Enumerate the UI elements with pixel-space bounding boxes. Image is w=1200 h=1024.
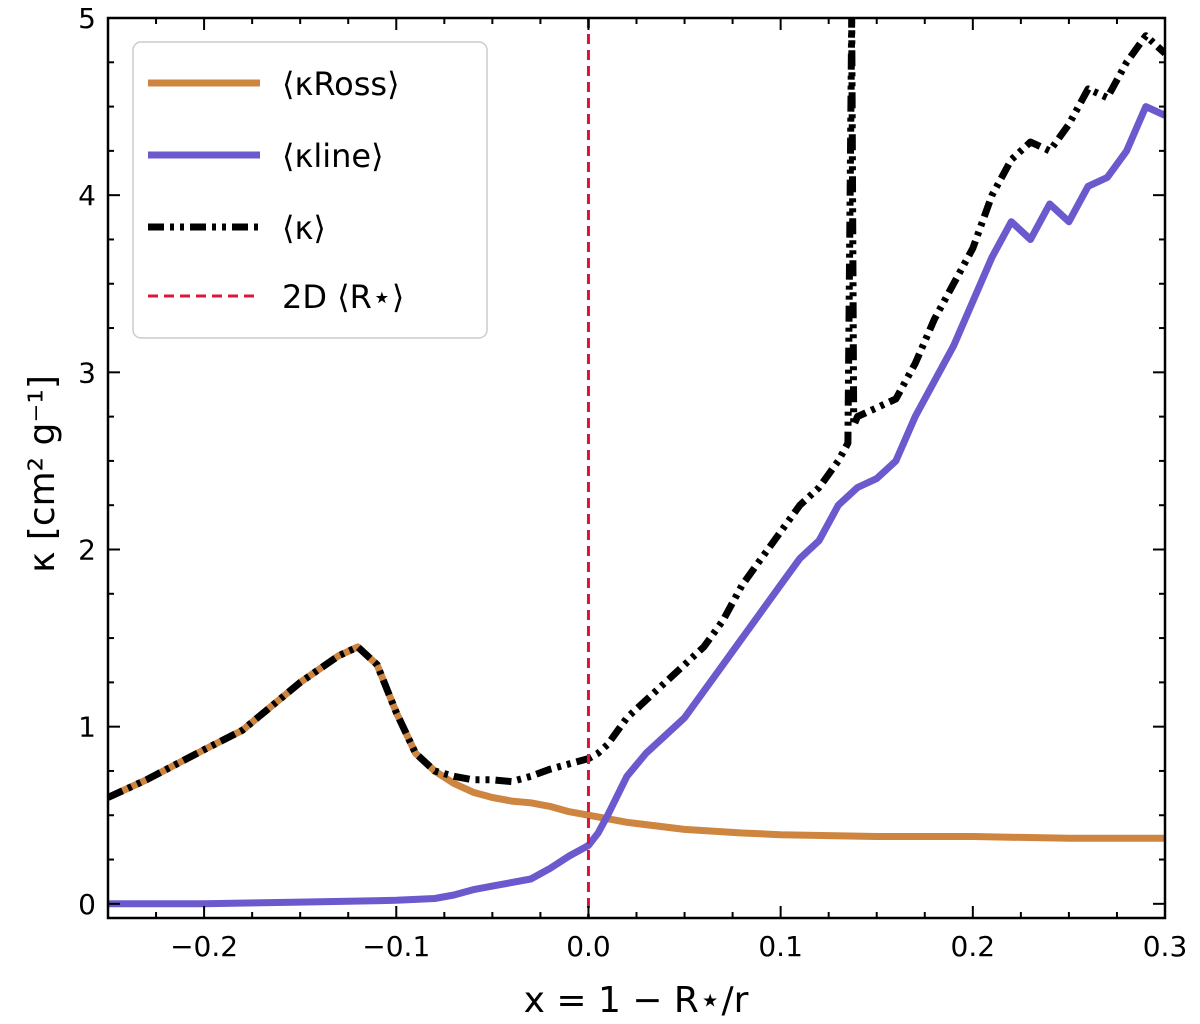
x-tick-label: 0.0 bbox=[566, 930, 611, 963]
series-kappa-ross-line bbox=[108, 643, 1165, 842]
y-tick-label: 5 bbox=[78, 2, 96, 35]
series-layer bbox=[108, 18, 1165, 908]
y-tick-label: 2 bbox=[78, 533, 96, 566]
y-tick-label: 0 bbox=[78, 888, 96, 921]
x-tick-label: 0.2 bbox=[951, 930, 996, 963]
y-tick-label: 3 bbox=[78, 356, 96, 389]
series-kappa-total-line bbox=[108, 18, 1165, 801]
x-tick-label: −0.1 bbox=[362, 930, 430, 963]
y-tick-label: 1 bbox=[78, 711, 96, 744]
legend-label-stellar-radius: 2D ⟨R⋆⟩ bbox=[282, 278, 404, 316]
x-tick-label: 0.3 bbox=[1143, 930, 1188, 963]
legend-label-kappa-ross: ⟨κRoss⟩ bbox=[282, 65, 400, 103]
series-kappa-line-line bbox=[108, 103, 1165, 908]
legend: ⟨κRoss⟩ ⟨κline⟩ ⟨κ⟩ 2D ⟨R⋆⟩ bbox=[132, 41, 488, 339]
legend-label-kappa-line: ⟨κline⟩ bbox=[282, 137, 384, 175]
x-tick-label: −0.2 bbox=[170, 930, 238, 963]
y-tick-label: 4 bbox=[78, 179, 96, 212]
y-axis-label: κ [cm² g⁻¹] bbox=[22, 375, 63, 573]
x-tick-label: 0.1 bbox=[758, 930, 803, 963]
legend-label-kappa-total: ⟨κ⟩ bbox=[282, 209, 326, 247]
legend-box bbox=[132, 41, 488, 339]
tick-layer: −0.2 −0.1 0.0 0.1 0.2 0.3 0 1 2 3 4 5 bbox=[78, 2, 1187, 963]
x-axis-label: x = 1 − R⋆/r bbox=[524, 980, 749, 1021]
